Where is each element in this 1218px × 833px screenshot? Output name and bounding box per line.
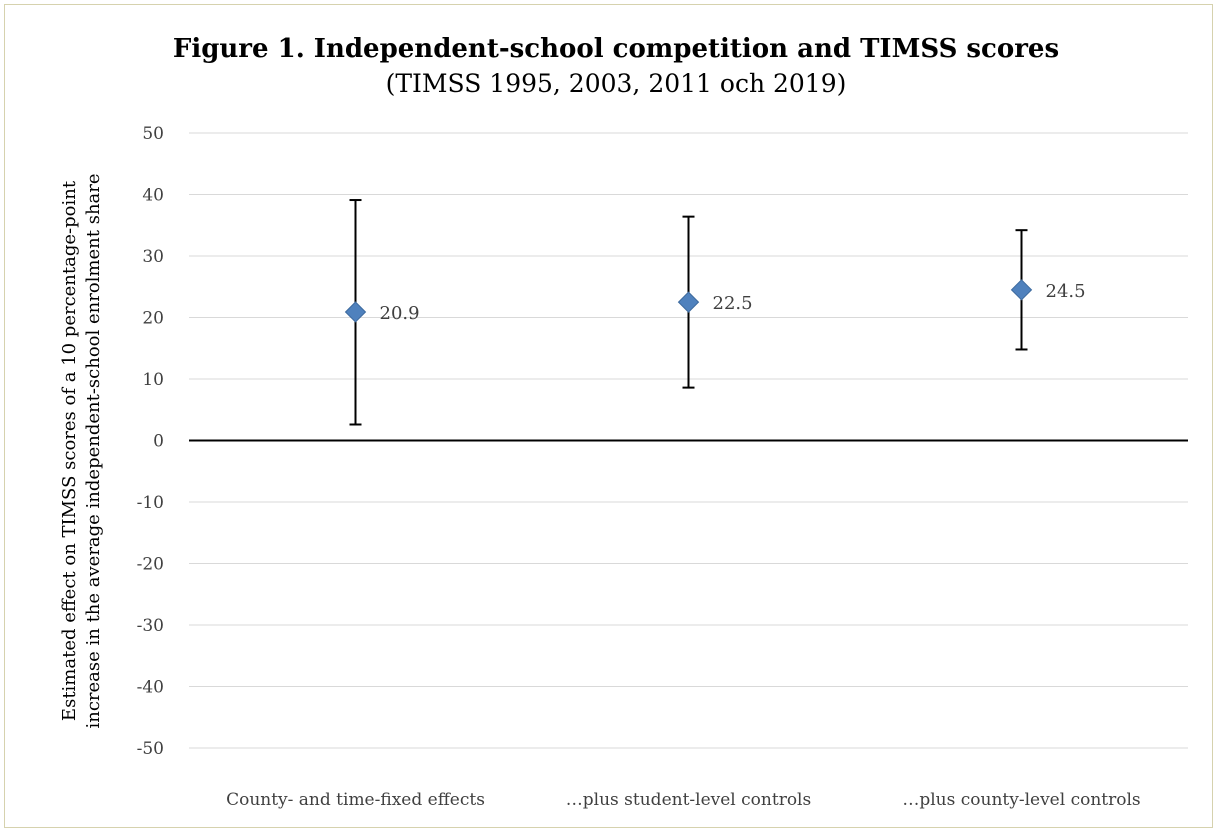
data-labels: 20.9 22.5 24.5: [380, 281, 1086, 324]
chart-subtitle: (TIMSS 1995, 2003, 2011 och 2019): [386, 69, 847, 98]
data-point-marker: [344, 301, 367, 323]
category-label: …plus county-level controls: [902, 790, 1140, 810]
y-tick-label: -30: [137, 616, 164, 636]
y-tick-label: 0: [153, 432, 164, 452]
y-tick-label: -20: [137, 555, 164, 575]
data-label: 24.5: [1046, 281, 1086, 302]
data-label: 20.9: [380, 303, 420, 324]
category-label: …plus student-level controls: [566, 790, 811, 810]
gridlines: [189, 132, 1188, 749]
y-axis-title-line2: increase in the average independent-scho…: [83, 173, 104, 728]
chart-title: Figure 1. Independent-school competition…: [173, 34, 1059, 64]
y-tick-label: 30: [142, 247, 164, 267]
y-tick-label: -40: [137, 678, 164, 698]
y-tick-label: -10: [137, 493, 164, 513]
data-points: [344, 279, 1033, 323]
y-tick-label: 10: [142, 370, 164, 390]
y-axis-title-line1: Estimated effect on TIMSS scores of a 10…: [59, 180, 80, 721]
data-label: 22.5: [713, 293, 753, 314]
data-point-marker: [677, 291, 700, 313]
data-point-marker: [1010, 279, 1033, 301]
y-tick-labels: 50 40 30 20 10 0 -10 -20 -30 -40 -50: [137, 124, 164, 759]
y-axis-title: Estimated effect on TIMSS scores of a 10…: [59, 173, 104, 728]
y-tick-label: -50: [137, 739, 164, 759]
chart-frame: [4, 4, 1213, 828]
y-tick-label: 20: [142, 309, 164, 329]
y-tick-label: 40: [142, 186, 164, 206]
category-labels: County- and time-fixed effects …plus stud…: [226, 790, 1141, 810]
y-tick-label: 50: [142, 124, 164, 144]
category-label: County- and time-fixed effects: [226, 790, 485, 810]
